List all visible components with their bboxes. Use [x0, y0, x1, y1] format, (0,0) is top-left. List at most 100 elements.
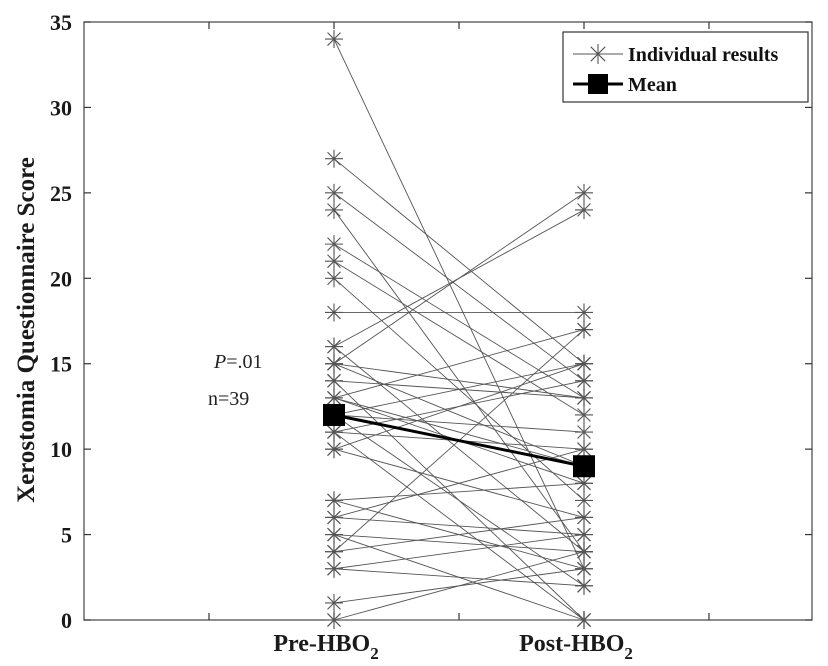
- asterisk-stroke: [577, 356, 591, 371]
- asterisk-stroke: [327, 391, 341, 405]
- asterisk-stroke: [327, 305, 341, 320]
- individual-line: [333, 363, 585, 467]
- post-individual-point: [575, 525, 593, 544]
- asterisk-stroke: [327, 425, 341, 439]
- post-individual-point: [575, 491, 593, 510]
- post-individual-point: [575, 474, 593, 493]
- individual-line: [333, 363, 585, 416]
- x-axis: Pre-HBO2 Post-HBO2: [208, 22, 710, 663]
- asterisk-stroke: [327, 442, 341, 457]
- individual-line: [333, 192, 585, 382]
- y-tick-label: 25: [50, 181, 72, 206]
- asterisk-stroke: [577, 493, 591, 508]
- asterisk-stroke: [577, 322, 591, 337]
- pre-individual-point: [325, 200, 343, 219]
- pre-individual-point: [325, 252, 343, 271]
- individual-line: [333, 551, 585, 621]
- post-individual-point: [575, 440, 593, 459]
- asterisk-stroke: [327, 32, 341, 46]
- post-individual-point: [575, 183, 593, 202]
- post-individual-point: [575, 423, 593, 442]
- post-individual-point: [575, 405, 593, 424]
- plot-area-frame: [83, 21, 813, 621]
- asterisk-stroke: [577, 476, 591, 491]
- legend-mean-label: Mean: [628, 74, 677, 96]
- mean-line: [333, 413, 585, 468]
- individual-line: [333, 38, 585, 569]
- asterisk-stroke: [577, 373, 591, 388]
- individual-line: [333, 380, 585, 621]
- asterisk-stroke: [577, 578, 591, 593]
- asterisk-stroke: [327, 203, 341, 217]
- individual-line: [333, 517, 585, 536]
- pre-individual-point: [325, 440, 343, 459]
- y-axis: 0 5 10 15 20 25 30 35: [50, 10, 812, 633]
- asterisk-stroke: [327, 254, 341, 269]
- asterisk-stroke: [577, 203, 591, 217]
- post-individual-point: [575, 559, 593, 578]
- asterisk-stroke: [577, 408, 591, 422]
- asterisk-stroke: [327, 613, 341, 627]
- asterisk-stroke: [327, 356, 341, 371]
- pre-individual-point: [325, 525, 343, 544]
- individual-line: [333, 243, 585, 399]
- post-individual-point: [575, 388, 593, 407]
- y-tick-label: 15: [50, 352, 72, 377]
- n-annotation: n=39: [208, 388, 249, 410]
- asterisk-stroke: [327, 596, 341, 610]
- individual-series: [333, 38, 585, 621]
- pre-individual-point: [325, 354, 343, 373]
- asterisk-stroke: [577, 527, 591, 542]
- individual-line: [333, 329, 585, 399]
- y-tick-label: 20: [50, 266, 72, 291]
- post-individual-point: [575, 611, 593, 629]
- pre-individual-point: [325, 371, 343, 390]
- pre-individual-point: [325, 183, 343, 202]
- individual-line: [333, 158, 585, 365]
- legend-individual-marker: [588, 44, 608, 64]
- post-individual-point: [575, 303, 593, 322]
- pre-individual-point: [325, 235, 343, 254]
- legend: Individual results Mean: [562, 31, 809, 103]
- individual-line: [333, 534, 585, 570]
- individual-line: [333, 397, 585, 467]
- x-category-label: Post-HBO2: [519, 631, 633, 663]
- individual-line: [333, 346, 585, 553]
- individual-line: [333, 363, 585, 450]
- pre-individual-point: [325, 337, 343, 356]
- asterisk-stroke: [327, 493, 341, 508]
- asterisk-stroke: [327, 510, 341, 525]
- pre-individual-point: [325, 149, 343, 168]
- pre-individual-point: [325, 303, 343, 322]
- y-tick-label: 35: [50, 10, 72, 35]
- y-tick-label: 5: [61, 523, 72, 548]
- asterisk-stroke: [327, 151, 341, 166]
- post-individual-point: [575, 320, 593, 339]
- asterisk-stroke: [577, 305, 591, 320]
- individual-line: [333, 534, 585, 553]
- asterisk-stroke: [327, 339, 341, 354]
- asterisk-stroke: [577, 442, 591, 457]
- asterisk-stroke: [577, 510, 591, 525]
- individual-line: [333, 517, 585, 553]
- legend-asterisk-icon: [588, 44, 608, 64]
- pre-individual-point: [325, 423, 343, 442]
- y-tick-label: 10: [50, 437, 72, 462]
- asterisk-stroke: [327, 237, 341, 251]
- pre-individual-point: [325, 269, 343, 288]
- pre-individual-point: [325, 542, 343, 561]
- asterisk-stroke: [577, 544, 591, 559]
- x-category-label: Pre-HBO2: [273, 631, 378, 663]
- individual-line: [333, 482, 585, 501]
- asterisk-stroke: [327, 527, 341, 542]
- individual-line: [333, 363, 585, 399]
- post-individual-point: [575, 371, 593, 390]
- pre-individual-point: [325, 508, 343, 527]
- pre-individual-point: [325, 611, 343, 629]
- asterisk-stroke: [327, 185, 341, 200]
- legend-individual-label: Individual results: [628, 44, 778, 66]
- asterisk-stroke: [327, 373, 341, 388]
- mean-series: [323, 403, 595, 478]
- asterisk-stroke: [577, 391, 591, 405]
- pre-individual-point: [325, 30, 343, 49]
